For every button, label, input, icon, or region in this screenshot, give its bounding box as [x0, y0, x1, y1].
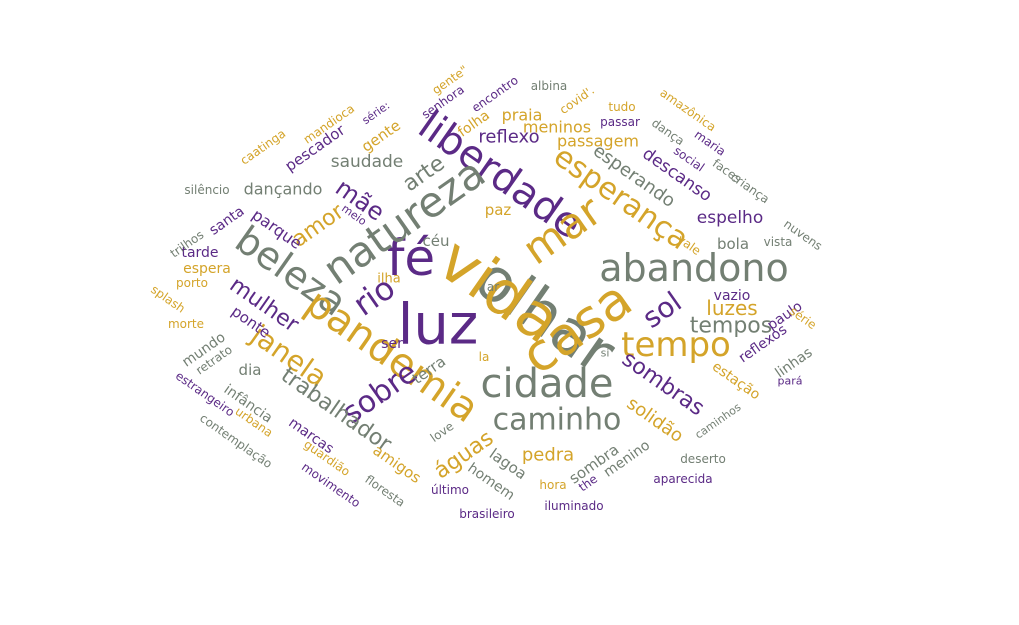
cloud-word: pará [778, 375, 803, 388]
cloud-word: albina [531, 79, 568, 93]
cloud-word: último [431, 483, 469, 497]
cloud-word: fé [387, 229, 435, 287]
cloud-word: caatinga [238, 126, 289, 167]
cloud-word: criança [728, 170, 772, 207]
cloud-word: ser [381, 336, 403, 352]
cloud-word: meninos [523, 118, 591, 137]
cloud-word: caminho [493, 403, 622, 438]
cloud-word: si [601, 347, 610, 360]
cloud-word: deserto [680, 452, 726, 466]
cloud-word: ar [487, 280, 499, 294]
cloud-word: tarde [181, 245, 218, 261]
cloud-word: porto [176, 276, 208, 290]
cloud-word: espera [183, 261, 231, 277]
cloud-word: passar [600, 115, 640, 129]
cloud-word: ilha [377, 272, 400, 287]
cloud-word: luz [398, 293, 478, 358]
cloud-word: paz [485, 201, 512, 219]
cloud-word: tudo [608, 100, 635, 114]
cloud-word: tempos [690, 314, 772, 339]
cloud-word: espelho [697, 208, 763, 228]
cloud-word: brasileiro [459, 507, 515, 521]
cloud-word: reflexo [478, 127, 539, 148]
cloud-word: dançando [244, 180, 323, 199]
cloud-word: cidade [480, 361, 613, 407]
cloud-word: dança [649, 116, 687, 148]
cloud-word: hora [539, 478, 566, 492]
cloud-word: vista [764, 235, 793, 249]
cloud-word: estação [709, 359, 763, 404]
cloud-word: dia [239, 361, 262, 379]
cloud-word: floresta [362, 472, 407, 509]
cloud-word: vazio [714, 288, 751, 304]
cloud-word: luzes [706, 296, 757, 320]
cloud-word: morte [168, 317, 204, 331]
cloud-word: silêncio [184, 183, 229, 197]
cloud-word: aparecida [653, 472, 712, 486]
cloud-word: pedra [522, 445, 574, 466]
cloud-word: passagem [557, 132, 639, 151]
cloud-word: la [479, 350, 490, 364]
cloud-word: iluminado [544, 499, 603, 513]
cloud-word: bola [717, 235, 749, 253]
cloud-word: saudade [331, 152, 404, 172]
cloud-word: abandono [599, 246, 788, 290]
cloud-word: tempo [621, 325, 731, 365]
cloud-word: céu [423, 232, 450, 250]
cloud-word: praia [502, 106, 543, 125]
